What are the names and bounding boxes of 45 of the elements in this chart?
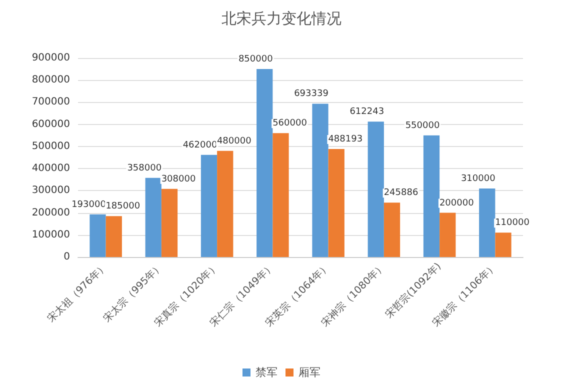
data-label: 462000: [182, 140, 218, 150]
bar: [440, 212, 456, 257]
y-tick-label: 100000: [32, 229, 70, 240]
bar: [495, 232, 512, 257]
y-tick-label: 700000: [32, 96, 70, 108]
bar: [161, 188, 178, 257]
data-label: 550000: [405, 120, 440, 131]
y-tick-label: 200000: [32, 207, 70, 218]
bar: [106, 216, 122, 257]
bar: [217, 150, 234, 257]
bar: [312, 104, 328, 257]
bar: [256, 69, 273, 257]
chart-title: 北宋兵力变化情况: [222, 10, 342, 28]
data-label: 358000: [127, 163, 162, 174]
bar: [145, 178, 162, 257]
bar: [423, 135, 440, 257]
data-label: 193000: [72, 200, 106, 210]
bar: [479, 188, 496, 257]
bar: [272, 133, 289, 257]
bar: [200, 154, 218, 257]
bar: [384, 202, 400, 257]
data-label: 310000: [460, 174, 496, 184]
bar: [368, 122, 384, 257]
data-label: 110000: [495, 218, 530, 228]
y-tick-label: 900000: [32, 52, 70, 64]
bar: [90, 214, 106, 257]
data-label: 185000: [106, 202, 140, 212]
data-label: 480000: [216, 136, 252, 146]
legend-label: 厢军: [298, 366, 320, 379]
y-tick-label: 800000: [32, 74, 70, 86]
y-tick-label: 0: [64, 252, 70, 262]
data-label: 245886: [384, 188, 418, 198]
data-label: 612243: [350, 107, 384, 118]
y-tick-label: 400000: [32, 163, 70, 174]
data-label: 200000: [439, 198, 474, 208]
data-label: 308000: [161, 174, 196, 184]
data-label: 850000: [238, 54, 274, 65]
data-label: 488193: [328, 134, 363, 145]
y-tick-label: 300000: [32, 185, 70, 196]
bar: [328, 149, 344, 257]
y-tick-label: 600000: [32, 118, 70, 130]
legend-label: 禁军: [256, 366, 278, 379]
data-label: 693339: [294, 89, 329, 100]
y-tick-label: 500000: [32, 140, 70, 152]
data-label: 560000: [272, 118, 308, 129]
